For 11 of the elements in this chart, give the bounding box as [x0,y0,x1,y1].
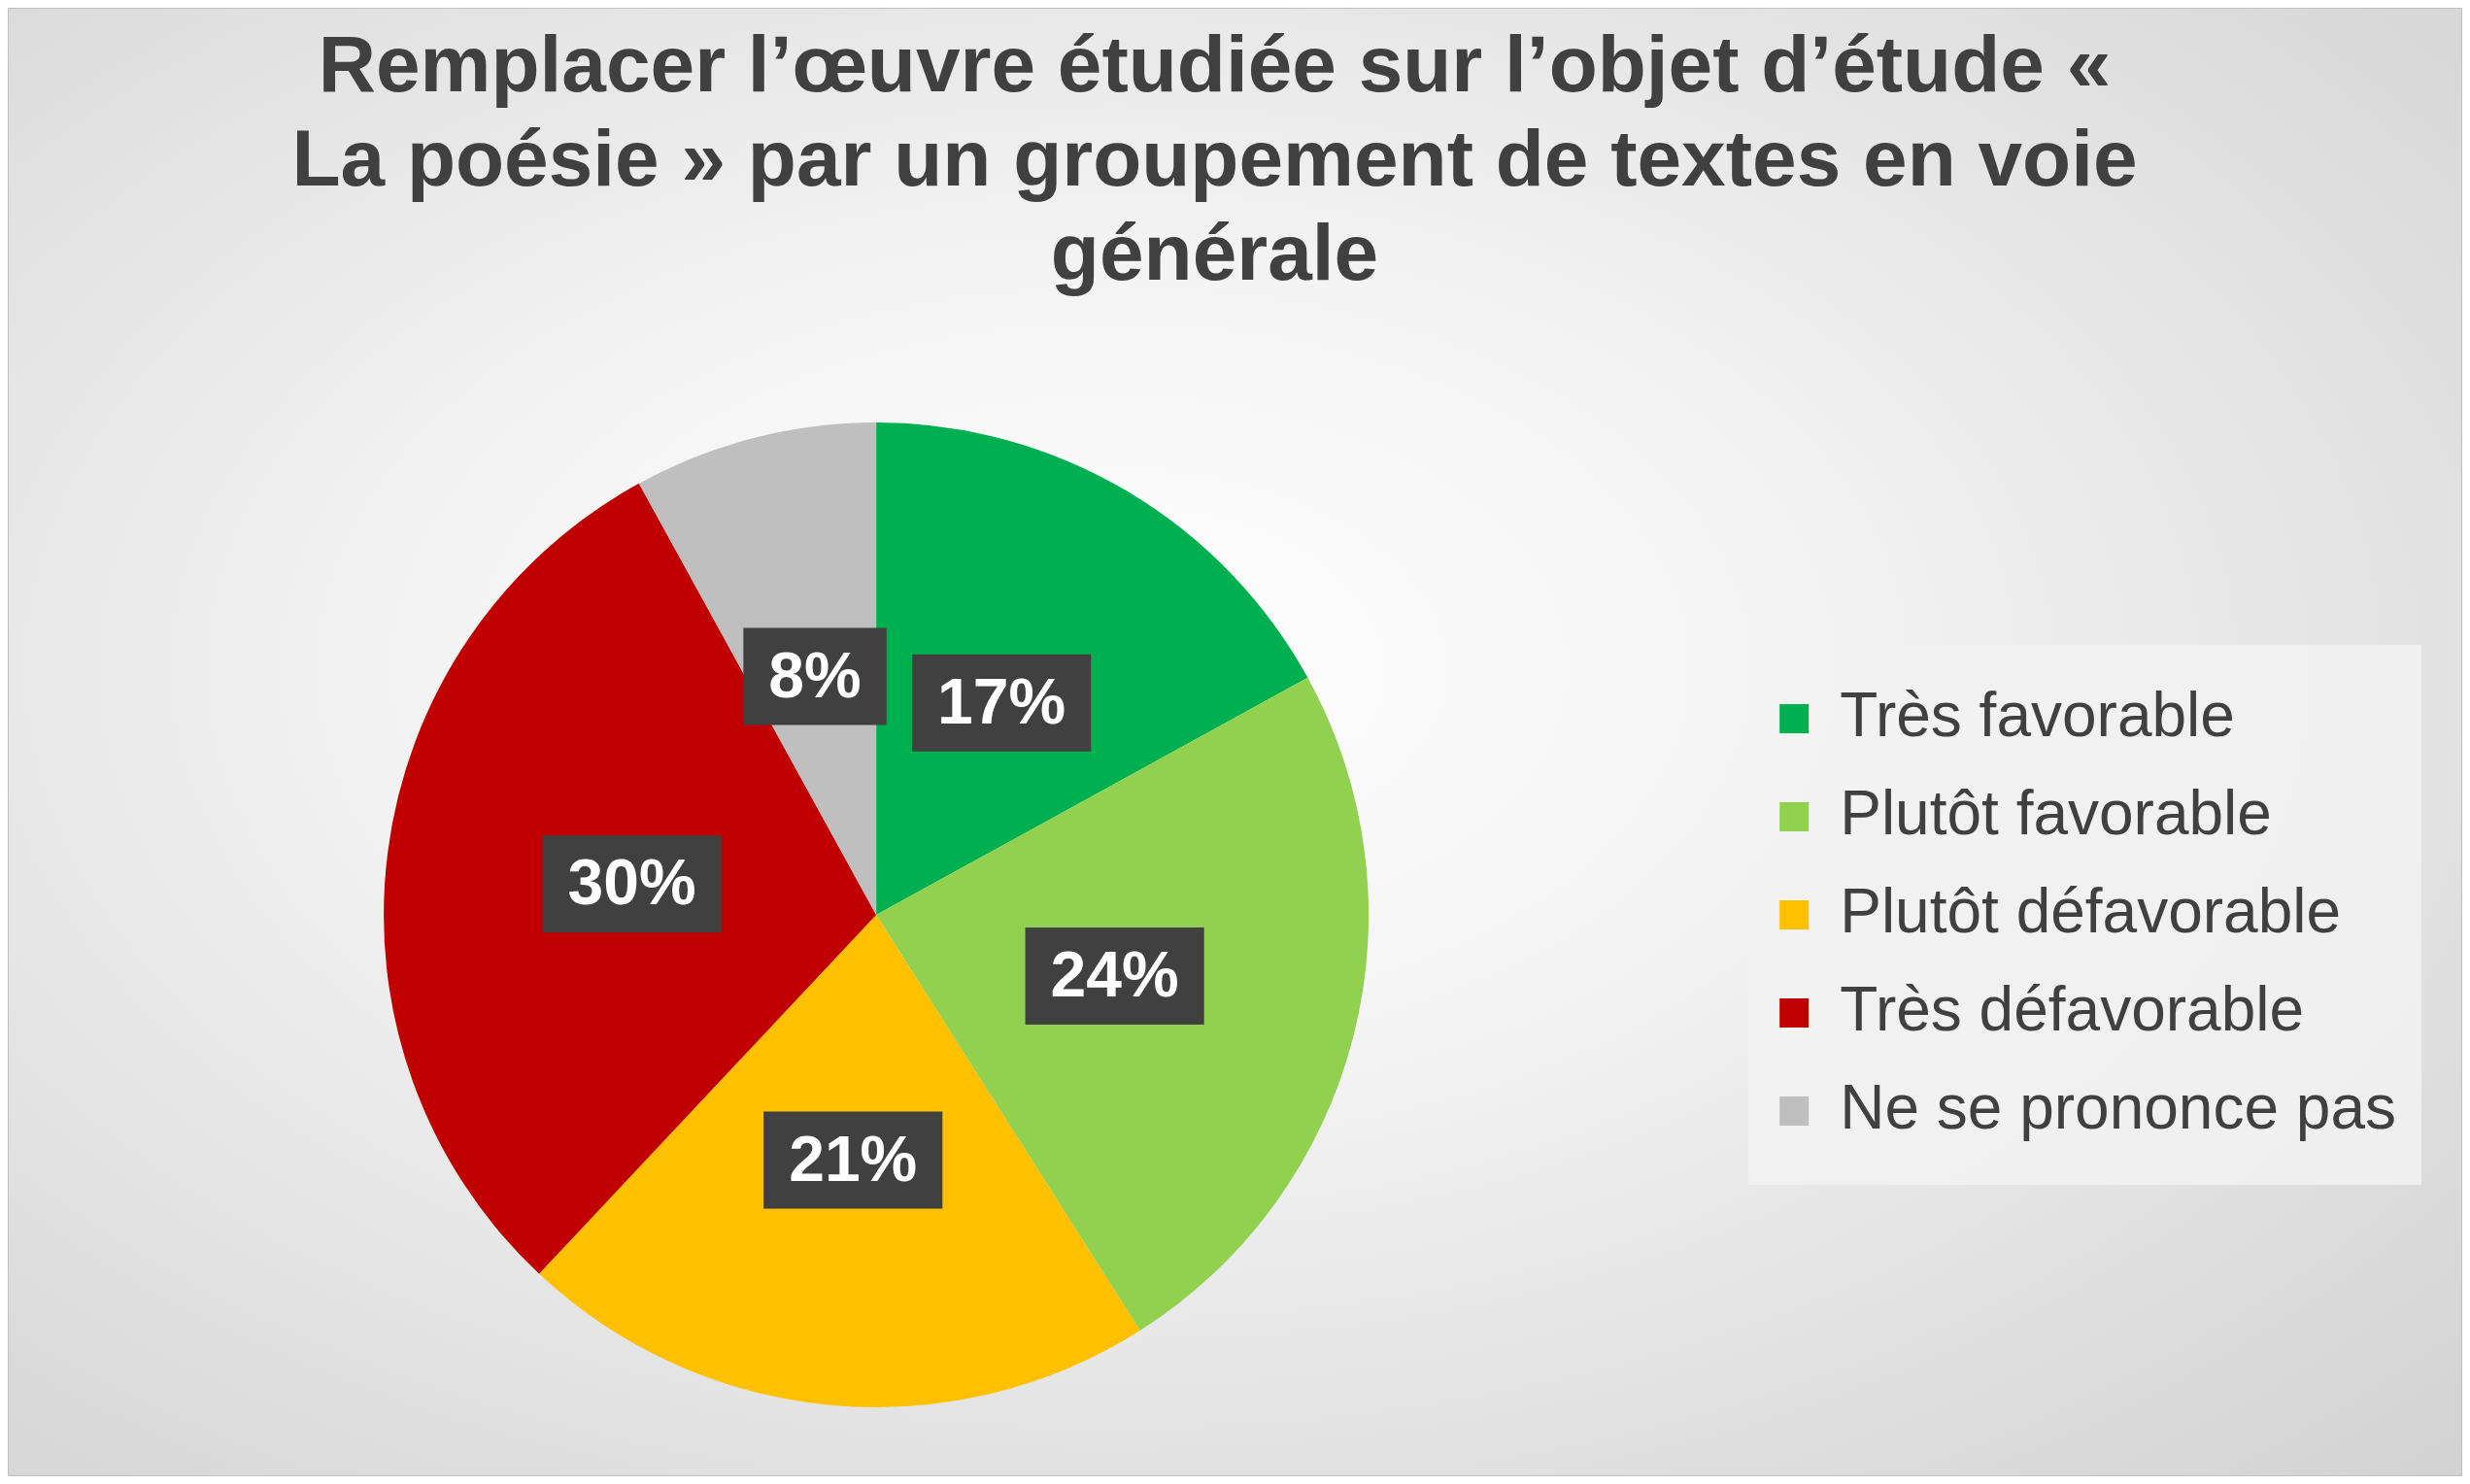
chart-title: Remplacer l’œuvre étudiée sur l’objet d’étude « La poésie » par un groupement de textes en voie générale [290,18,2139,298]
data-label: 30% [567,846,696,919]
legend-label: Très défavorable [1840,973,2305,1044]
data-label: 17% [937,665,1066,738]
legend-label: Très favorable [1840,679,2235,750]
legend-label: Plutôt favorable [1840,777,2272,848]
data-label: 21% [789,1122,918,1195]
legend-label: Plutôt défavorable [1840,875,2342,946]
legend-label: Ne se prononce pas [1840,1071,2396,1142]
data-label: 24% [1050,938,1179,1011]
data-label: 8% [768,638,862,711]
